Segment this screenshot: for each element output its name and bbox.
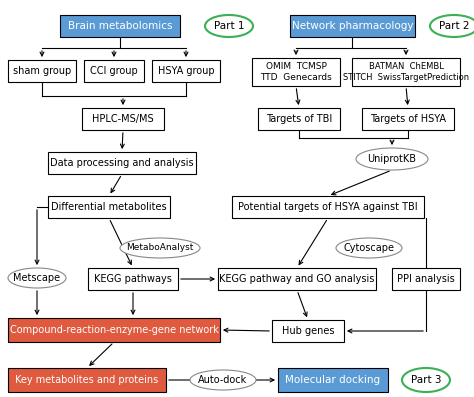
Text: KEGG pathway and GO analysis: KEGG pathway and GO analysis <box>219 274 374 284</box>
Text: sham group: sham group <box>13 66 71 76</box>
FancyBboxPatch shape <box>8 368 166 392</box>
Text: Brain metabolomics: Brain metabolomics <box>68 21 172 31</box>
FancyBboxPatch shape <box>88 268 178 290</box>
FancyBboxPatch shape <box>290 15 415 37</box>
Ellipse shape <box>190 370 256 390</box>
FancyBboxPatch shape <box>152 60 220 82</box>
FancyBboxPatch shape <box>258 108 340 130</box>
Text: Potential targets of HSYA against TBI: Potential targets of HSYA against TBI <box>238 202 418 212</box>
Text: Part 1: Part 1 <box>214 21 244 31</box>
FancyBboxPatch shape <box>252 58 340 86</box>
FancyBboxPatch shape <box>60 15 180 37</box>
FancyBboxPatch shape <box>362 108 454 130</box>
FancyBboxPatch shape <box>84 60 144 82</box>
Text: Part 2: Part 2 <box>439 21 469 31</box>
Text: Compound-reaction-enzyme-gene network: Compound-reaction-enzyme-gene network <box>9 325 219 335</box>
Text: Network pharmacology: Network pharmacology <box>292 21 413 31</box>
Text: PPI analysis: PPI analysis <box>397 274 455 284</box>
Text: Part 3: Part 3 <box>411 375 441 385</box>
FancyBboxPatch shape <box>392 268 460 290</box>
FancyBboxPatch shape <box>232 196 424 218</box>
FancyBboxPatch shape <box>352 58 460 86</box>
Text: BATMAN  ChEMBL
STITCH  SwissTargetPrediction: BATMAN ChEMBL STITCH SwissTargetPredicti… <box>343 62 469 82</box>
Text: Molecular docking: Molecular docking <box>285 375 381 385</box>
Ellipse shape <box>356 148 428 170</box>
Text: Targets of TBI: Targets of TBI <box>266 114 332 124</box>
Text: Metscape: Metscape <box>13 273 61 283</box>
Text: Key metabolites and proteins: Key metabolites and proteins <box>15 375 159 385</box>
Text: OMIM  TCMSP
TTD  Genecards: OMIM TCMSP TTD Genecards <box>260 62 332 82</box>
Text: HPLC-MS/MS: HPLC-MS/MS <box>92 114 154 124</box>
FancyBboxPatch shape <box>48 152 196 174</box>
Text: Hub genes: Hub genes <box>282 326 334 336</box>
Text: UniprotKB: UniprotKB <box>367 154 417 164</box>
Ellipse shape <box>8 268 66 288</box>
FancyBboxPatch shape <box>48 196 170 218</box>
Text: MetaboAnalyst: MetaboAnalyst <box>126 243 194 252</box>
FancyBboxPatch shape <box>8 60 76 82</box>
Text: Differential metabolites: Differential metabolites <box>51 202 167 212</box>
FancyBboxPatch shape <box>8 318 220 342</box>
Text: HSYA group: HSYA group <box>158 66 214 76</box>
Text: Targets of HSYA: Targets of HSYA <box>370 114 446 124</box>
FancyBboxPatch shape <box>218 268 376 290</box>
Text: Data processing and analysis: Data processing and analysis <box>50 158 194 168</box>
Ellipse shape <box>205 15 253 37</box>
FancyBboxPatch shape <box>82 108 164 130</box>
Ellipse shape <box>430 15 474 37</box>
Text: Cytoscape: Cytoscape <box>344 243 394 253</box>
FancyBboxPatch shape <box>278 368 388 392</box>
Ellipse shape <box>402 368 450 392</box>
Text: Auto-dock: Auto-dock <box>199 375 247 385</box>
Text: CCI group: CCI group <box>90 66 138 76</box>
Text: KEGG pathways: KEGG pathways <box>94 274 172 284</box>
FancyBboxPatch shape <box>272 320 344 342</box>
Ellipse shape <box>120 238 200 258</box>
Ellipse shape <box>336 238 402 258</box>
